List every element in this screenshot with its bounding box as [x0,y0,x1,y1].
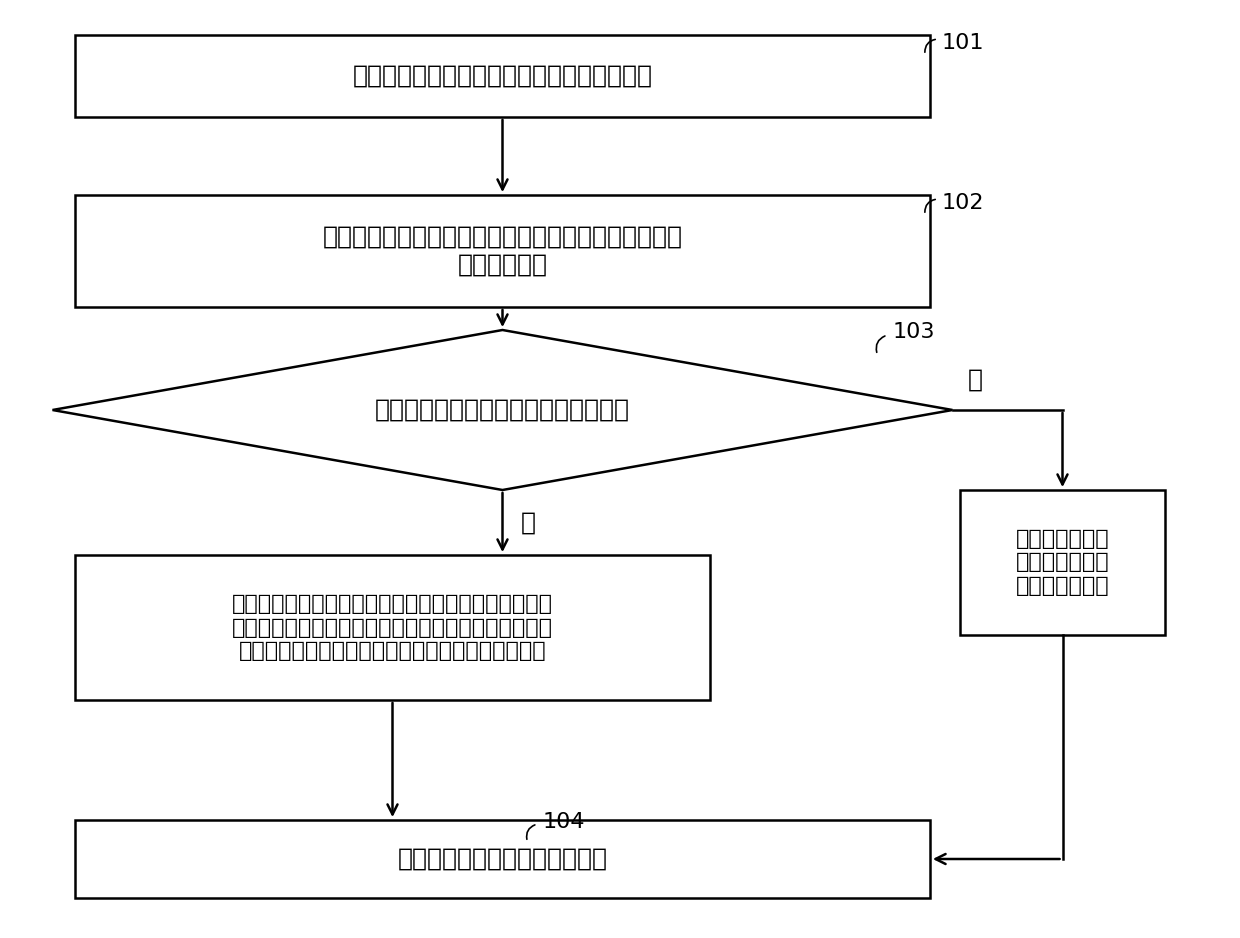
Text: 在接收到外部发来的切换指令时，确定所述被控制端的
当前开关状态: 在接收到外部发来的切换指令时，确定所述被控制端的 当前开关状态 [322,225,682,277]
FancyBboxPatch shape [74,35,930,117]
Text: 控制所述被控制端切换开关状态: 控制所述被控制端切换开关状态 [398,847,608,871]
FancyBboxPatch shape [74,820,930,898]
FancyBboxPatch shape [960,490,1166,635]
Text: 否: 否 [521,510,536,535]
Text: 104: 104 [543,812,585,832]
Text: 根据所述电流滞后电压相位角、所述目标电源过零点、
所述目标电源过零点时所述交流电源的目标电源频率，
确定控制时间点，并在确定出达到所述控制时间点时: 根据所述电流滞后电压相位角、所述目标电源过零点、 所述目标电源过零点时所述交流电… [232,595,553,660]
Polygon shape [52,330,952,490]
Text: 是: 是 [967,368,982,392]
Text: 确定所述被控制端对应的电流滞后电压相位角: 确定所述被控制端对应的电流滞后电压相位角 [352,64,652,88]
FancyBboxPatch shape [74,195,930,307]
Text: 103: 103 [893,322,935,342]
Text: 判断所述当前开关状态是否为关断状态: 判断所述当前开关状态是否为关断状态 [374,398,630,422]
FancyBboxPatch shape [74,555,711,700]
Text: 102: 102 [942,193,985,213]
Text: 101: 101 [942,33,985,53]
Text: 在确定出达到所
述交流电源的目
标电源过零点时: 在确定出达到所 述交流电源的目 标电源过零点时 [1016,529,1110,596]
